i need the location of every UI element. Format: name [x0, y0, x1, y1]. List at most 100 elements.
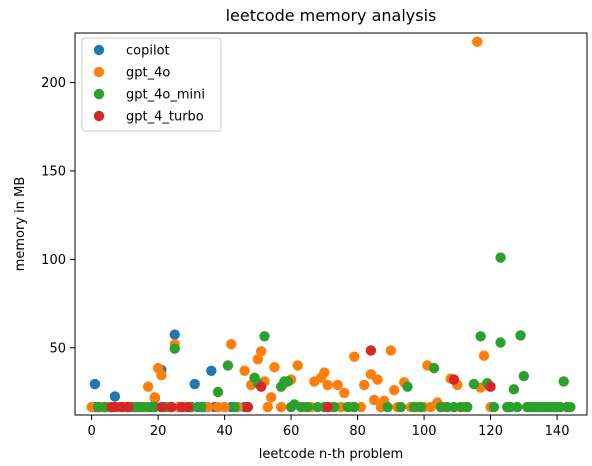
data-point [485, 381, 496, 392]
data-point [226, 339, 237, 350]
data-point [349, 401, 360, 413]
legend-label: copilot [126, 44, 170, 59]
data-point [402, 381, 413, 392]
data-point [122, 401, 134, 413]
legend-marker [93, 88, 105, 100]
data-point [242, 401, 254, 413]
data-point [282, 376, 293, 387]
legend-marker [93, 110, 105, 122]
data-point [448, 374, 460, 385]
data-point [495, 337, 506, 348]
data-point [478, 350, 490, 361]
data-point [382, 401, 393, 413]
data-point [169, 329, 180, 340]
legend: copilot gpt_4o gpt_4o_mini gpt_4_turbo [81, 37, 222, 132]
data-point [322, 401, 333, 413]
data-point [319, 367, 330, 378]
series-copilot [89, 329, 250, 413]
x-tick-label: 40 [216, 424, 233, 439]
data-point [255, 381, 267, 392]
data-point [142, 381, 154, 392]
data-point [255, 346, 267, 357]
y-axis-ticks: 50 100 150 200 [41, 76, 75, 356]
chart-title: leetcode memory analysis [226, 6, 437, 25]
legend-items: copilot gpt_4o gpt_4o_mini gpt_4_turbo [93, 44, 205, 125]
legend-label: gpt_4o_mini [126, 88, 205, 103]
data-point [322, 379, 333, 391]
data-point [259, 331, 270, 342]
data-point [339, 387, 350, 399]
data-point [169, 343, 180, 354]
data-point [349, 351, 360, 362]
x-tick-label: 0 [87, 424, 95, 439]
data-point [388, 385, 400, 396]
data-point [395, 401, 407, 413]
y-tick-label: 50 [49, 341, 66, 356]
data-point [269, 362, 280, 373]
data-point [359, 379, 370, 391]
x-tick-label: 140 [545, 424, 570, 439]
data-point [475, 331, 486, 342]
data-point [182, 401, 194, 413]
plot-area-frame [74, 32, 588, 416]
x-tick-label: 100 [412, 424, 437, 439]
data-point [365, 345, 377, 356]
data-point [332, 379, 343, 391]
x-axis-label: leetcode n-th problem [259, 447, 403, 462]
legend-label: gpt_4o [126, 66, 170, 81]
data-point [565, 401, 576, 413]
data-point [166, 401, 177, 413]
data-point [239, 365, 250, 376]
legend-label: gpt_4_turbo [126, 110, 204, 125]
data-point [265, 392, 277, 403]
data-point [472, 36, 483, 48]
data-point [302, 401, 313, 413]
data-point [515, 330, 526, 341]
x-tick-label: 60 [283, 424, 300, 439]
data-point [89, 378, 101, 390]
y-tick-label: 100 [41, 253, 66, 268]
data-point [468, 378, 480, 390]
data-point [196, 401, 207, 413]
y-tick-label: 150 [41, 164, 66, 179]
data-points [86, 36, 576, 413]
y-tick-label: 200 [41, 76, 66, 91]
data-point [156, 370, 167, 381]
data-point [372, 374, 383, 385]
data-point [262, 401, 274, 413]
data-point [206, 365, 217, 376]
data-point [488, 401, 500, 413]
data-point [495, 252, 506, 263]
data-point [222, 360, 234, 371]
data-point [156, 401, 167, 413]
legend-marker [93, 66, 105, 78]
data-point [252, 354, 264, 365]
data-point [149, 392, 160, 403]
series-gpt-4-turbo [106, 345, 496, 413]
x-tick-label: 120 [478, 424, 503, 439]
data-point [292, 360, 303, 371]
data-point [518, 370, 530, 382]
data-point [212, 386, 224, 398]
x-axis-ticks: 0 20 40 60 80 100 120 140 [87, 415, 569, 439]
data-point [428, 362, 440, 374]
data-point [508, 384, 520, 395]
legend-box [81, 37, 222, 132]
data-point [462, 401, 473, 413]
data-point [415, 401, 426, 413]
x-tick-label: 80 [349, 424, 366, 439]
data-point [189, 378, 200, 390]
legend-marker [93, 44, 105, 56]
data-point [219, 401, 230, 413]
data-point [275, 401, 287, 413]
data-point [109, 391, 121, 402]
data-point [229, 401, 240, 413]
x-tick-label: 20 [150, 424, 167, 439]
data-point [385, 345, 397, 356]
data-point [511, 401, 523, 413]
y-axis-label: memory in MB [13, 177, 28, 272]
data-point [558, 376, 569, 387]
data-point [369, 394, 380, 406]
